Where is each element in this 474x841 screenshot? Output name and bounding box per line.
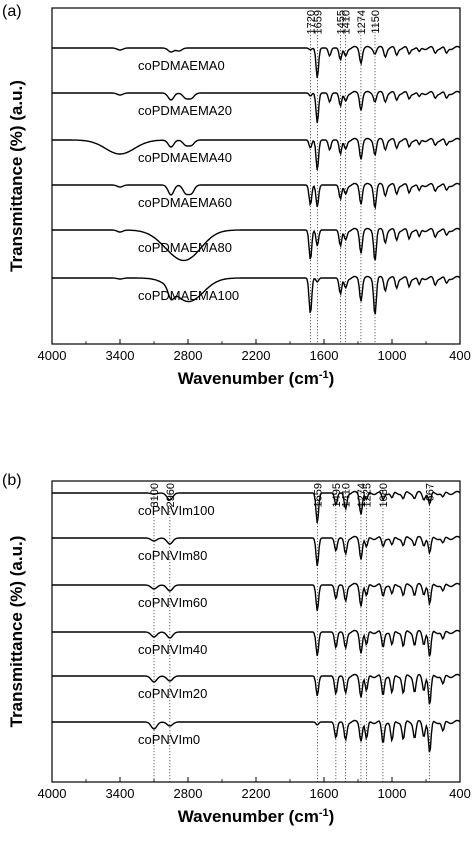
series-line	[52, 629, 461, 657]
x-axis-title-end: )	[329, 807, 335, 826]
series-line	[52, 673, 461, 705]
peak-label: 1659	[312, 10, 324, 34]
x-tick-label: 3400	[106, 348, 135, 363]
peak-label: 2960	[165, 483, 177, 507]
y-axis-title: Transmittance (%) (a.u.)	[7, 536, 26, 728]
x-axis-title-sup: -1	[319, 807, 329, 819]
x-tick-label: 2200	[242, 786, 271, 801]
series-label: coPDMAEMA0	[138, 58, 225, 73]
series-label: coPDMAEMA100	[138, 288, 239, 303]
x-tick-label: 4000	[38, 786, 67, 801]
x-axis-title-end: )	[329, 369, 335, 388]
series-label: coPDMAEMA80	[138, 240, 232, 255]
peak-label: 1274	[356, 10, 368, 34]
x-tick-label: 400	[449, 786, 471, 801]
x-axis-title: Wavenumber (cm-1)	[178, 369, 335, 388]
panel-label: (b)	[2, 472, 22, 489]
peak-label: 1410	[341, 10, 353, 34]
peak-label: 1455	[335, 10, 347, 34]
peak-label: 1495	[331, 483, 343, 507]
plot-frame	[51, 7, 461, 345]
series-label: coPDMAEMA20	[138, 103, 232, 118]
series-line	[52, 275, 461, 315]
peak-label: 3100	[149, 483, 161, 507]
x-tick-label: 1000	[378, 348, 407, 363]
y-axis-title: Transmittance (%) (a.u.)	[7, 80, 26, 272]
series-line	[52, 137, 461, 171]
series-label: coPNVIm80	[138, 548, 207, 563]
x-tick-label: 400	[449, 348, 471, 363]
x-tick-label: 4000	[38, 348, 67, 363]
series-label: coPNVIm100	[138, 503, 215, 518]
x-tick-label: 1600	[310, 786, 339, 801]
x-tick-label: 1000	[378, 786, 407, 801]
x-tick-label: 2800	[174, 348, 203, 363]
series-line	[52, 227, 461, 262]
x-axis-title: Wavenumber (cm-1)	[178, 807, 335, 826]
series-label: coPNVIm20	[138, 686, 207, 701]
series-label: coPNVIm0	[138, 732, 200, 747]
series-line	[52, 535, 461, 567]
peak-label: 1150	[370, 10, 382, 34]
series-label: coPNVIm40	[138, 642, 207, 657]
x-axis-title-sup: -1	[319, 369, 329, 381]
series-label: coPDMAEMA40	[138, 150, 232, 165]
x-tick-label: 2200	[242, 348, 271, 363]
x-axis-title-main: Wavenumber (cm	[178, 369, 319, 388]
series-line	[52, 90, 461, 124]
series-label: coPDMAEMA60	[138, 195, 232, 210]
series-line	[52, 582, 461, 612]
peak-label: 1080	[378, 483, 390, 507]
series-line	[52, 45, 461, 79]
x-axis-title-main: Wavenumber (cm	[178, 807, 319, 826]
panel-label: (a)	[2, 3, 22, 20]
peak-label: 1720	[305, 10, 317, 34]
series-line	[52, 719, 461, 753]
series-line	[52, 182, 461, 210]
x-tick-label: 1600	[310, 348, 339, 363]
x-tick-label: 3400	[106, 786, 135, 801]
series-label: coPNVIm60	[138, 595, 207, 610]
series-line	[52, 490, 461, 524]
x-tick-label: 2800	[174, 786, 203, 801]
